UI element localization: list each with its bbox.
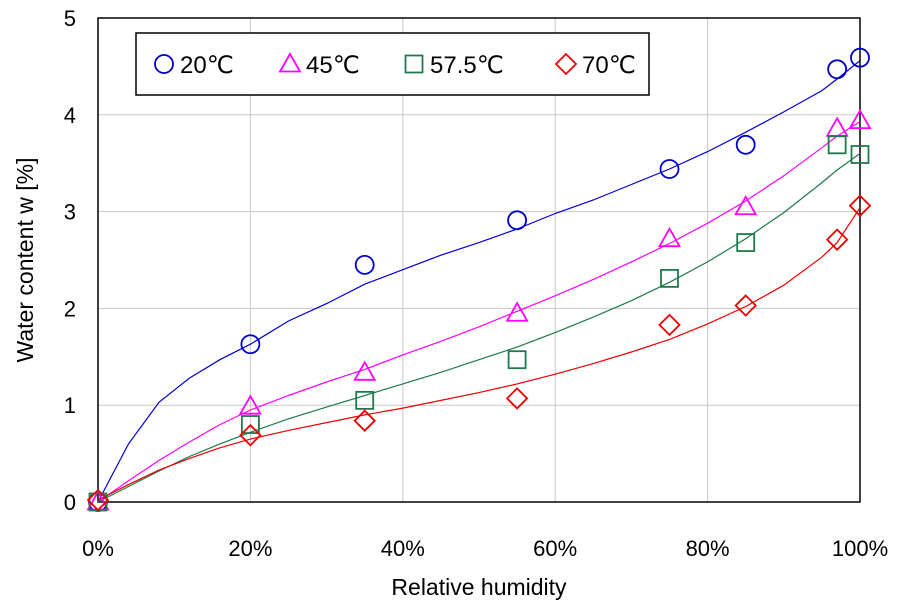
x-tick-label: 100% — [832, 536, 888, 561]
data-point-series-1-4 — [657, 226, 682, 248]
data-point-series-3-1 — [239, 423, 262, 447]
data-point-series-1-7 — [848, 108, 872, 130]
x-tick-label: 0% — [82, 536, 114, 561]
y-tick-labels: 0 1 2 3 4 5 — [64, 6, 76, 515]
data-point-series-1-2 — [353, 360, 377, 381]
plot-frame — [97, 17, 861, 503]
x-tick-label: 40% — [381, 536, 425, 561]
x-tick-label: 20% — [228, 536, 272, 561]
data-point-series-1-1 — [238, 394, 262, 415]
x-axis-label: Relative humidity — [391, 574, 567, 600]
x-tick-label: 80% — [686, 536, 730, 561]
data-point-series-0-2 — [354, 254, 375, 275]
y-tick-label: 1 — [64, 393, 76, 418]
fit-lines — [97, 60, 861, 503]
fit-line-series-3 — [97, 207, 861, 501]
data-point-series-3-3 — [505, 387, 529, 410]
legend-box — [135, 32, 650, 96]
y-tick-label: 4 — [64, 103, 76, 128]
x-tick-labels: 0% 20% 40% 60% 80% 100% — [82, 536, 888, 561]
fit-line-series-0 — [97, 60, 861, 503]
data-point-series-0-4 — [659, 159, 680, 179]
data-point-series-2-2 — [355, 390, 375, 410]
data-point-series-1-5 — [734, 194, 758, 216]
data-point-series-0-6 — [827, 59, 848, 80]
data-point-series-0-7 — [850, 47, 870, 68]
data-point-series-3-5 — [734, 294, 757, 317]
y-tick-label: 0 — [64, 490, 76, 515]
legend-marker-1 — [278, 52, 302, 73]
data-point-series-3-0 — [86, 488, 110, 512]
legend-label: 57.5℃ — [430, 52, 504, 79]
data-point-series-2-3 — [507, 350, 527, 370]
y-axis-label: Water content w [%] — [12, 158, 38, 363]
legend-marker-0 — [154, 54, 174, 74]
data-point-series-3-7 — [848, 194, 872, 218]
data-point-series-1-3 — [505, 301, 529, 322]
data-point-series-2-5 — [736, 233, 756, 252]
legend-label: 70℃ — [582, 52, 636, 79]
data-point-series-2-1 — [240, 415, 260, 434]
y-tick-label: 2 — [64, 296, 76, 321]
data-point-series-2-6 — [827, 135, 847, 155]
data-point-series-0-1 — [240, 334, 261, 355]
fit-line-series-2 — [97, 153, 861, 503]
data-markers — [86, 47, 872, 512]
data-point-series-2-7 — [850, 145, 870, 164]
legend-marker-3 — [554, 52, 578, 76]
data-point-series-0-5 — [735, 134, 756, 155]
data-point-series-1-6 — [825, 116, 849, 137]
data-point-series-3-4 — [658, 313, 681, 337]
fit-line-series-1 — [97, 121, 861, 503]
legend-label: 20℃ — [180, 52, 234, 79]
data-point-series-3-2 — [353, 409, 376, 432]
legend: 20℃ 45℃ 57.5℃ 70℃ — [135, 32, 650, 96]
data-point-series-2-4 — [660, 268, 679, 288]
data-point-series-3-6 — [825, 228, 849, 251]
y-tick-label: 5 — [64, 6, 76, 31]
legend-label: 45℃ — [306, 52, 360, 79]
x-tick-label: 60% — [533, 536, 577, 561]
y-tick-label: 3 — [64, 200, 76, 225]
data-point-series-0-3 — [507, 210, 527, 231]
legend-marker-2 — [404, 54, 424, 74]
